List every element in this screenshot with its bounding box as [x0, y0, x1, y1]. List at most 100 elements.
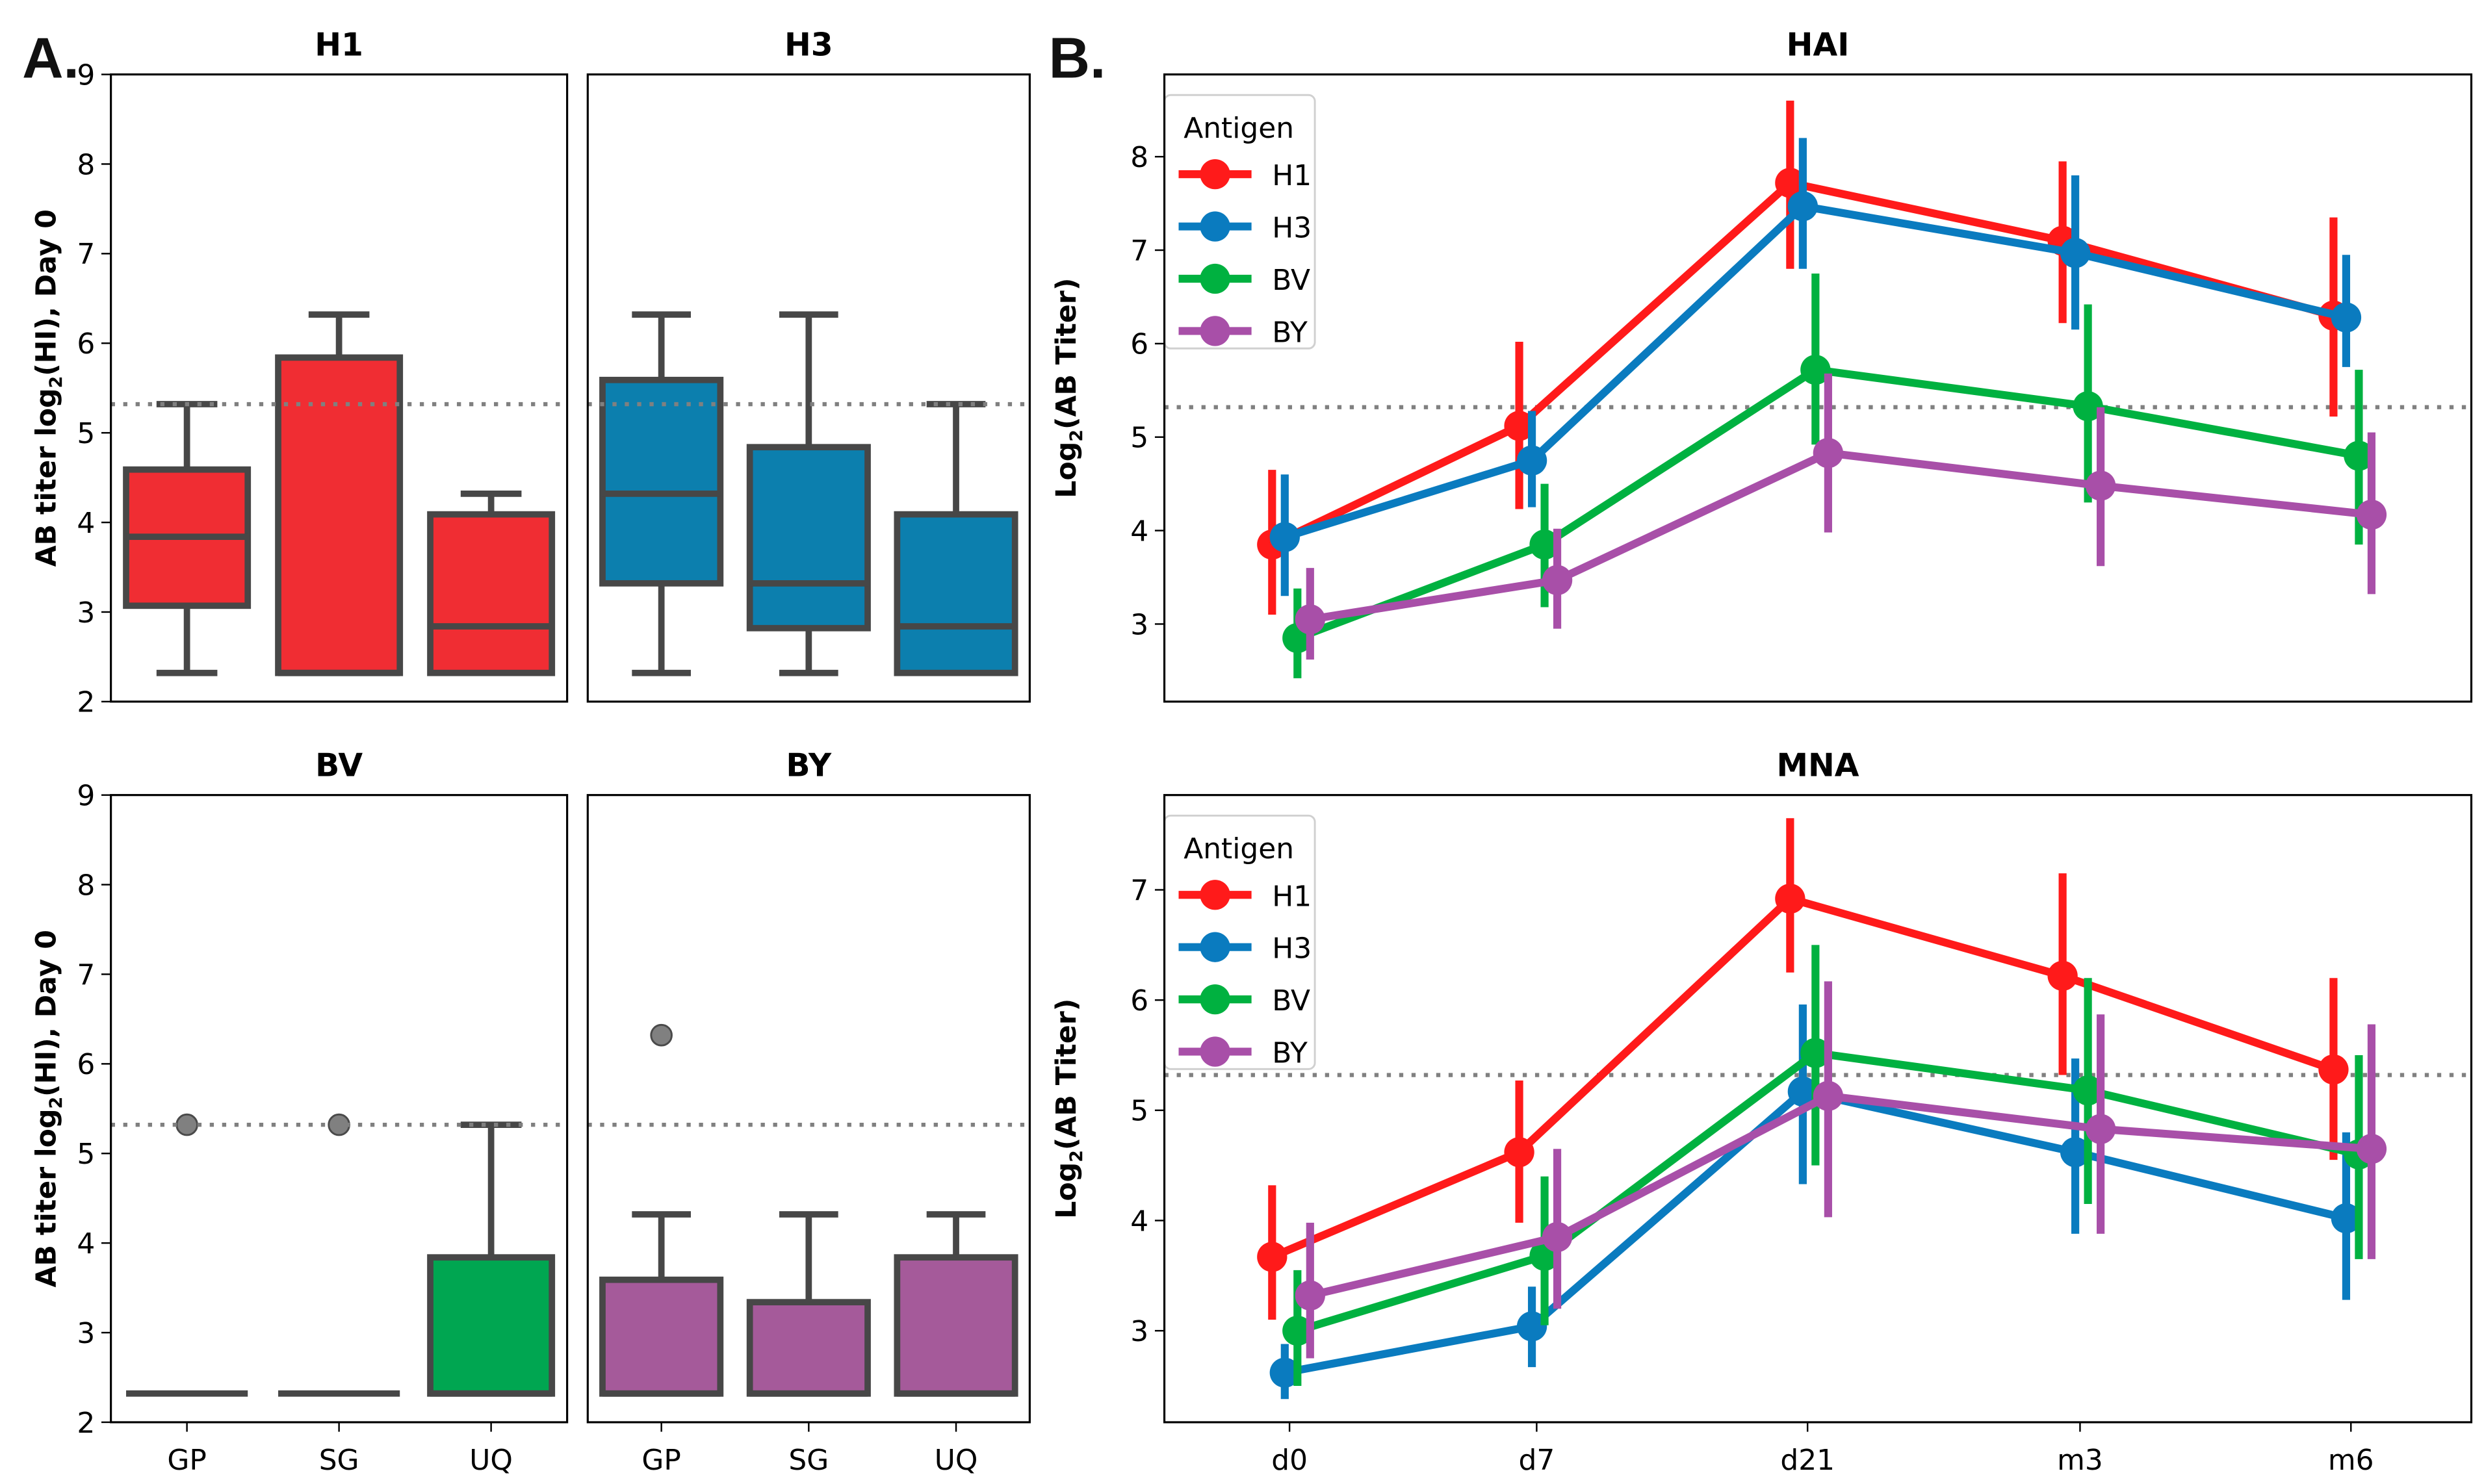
legend-label: BV: [1272, 984, 1310, 1017]
line-MNA-chart: MNA 3 4 5 6 7 Log2(AB Titer) d0 d7 d21 m3 m6 Antigen…: [1050, 747, 2473, 1477]
legend-item-BY: BY: [1178, 316, 1308, 350]
legend-item-H3: H3: [1178, 932, 1312, 966]
legend-item-BV: BV: [1178, 263, 1310, 297]
data-point: [2085, 470, 2116, 501]
data-point: [1516, 445, 1547, 476]
box-body: [746, 1299, 871, 1397]
legend-item-H1: H1: [1178, 880, 1312, 913]
y-tick-label: 4: [1130, 515, 1148, 548]
y-tick-label: 3: [1130, 608, 1148, 641]
box-GP: [599, 1023, 724, 1397]
y-tick-label: 4: [77, 1227, 95, 1260]
box-body: [427, 1254, 556, 1397]
box-UQ: [427, 1121, 556, 1397]
chart-title: H1: [315, 27, 363, 63]
y-tick-label: 8: [77, 148, 95, 181]
data-point: [2060, 1137, 2091, 1168]
box-body: [894, 1254, 1018, 1397]
y-tick-label: 9: [77, 780, 95, 813]
legend-marker-icon: [1200, 263, 1230, 294]
box-GP: [123, 401, 252, 676]
box-SG: [746, 1211, 871, 1397]
y-tick-label: 3: [77, 596, 95, 630]
y-tick-label: 2: [77, 1407, 95, 1440]
y-tick-label: 4: [1130, 1205, 1148, 1238]
legend-marker-icon: [1200, 880, 1230, 910]
data-point: [1787, 191, 1818, 222]
data-point: [1295, 604, 1325, 635]
data-point: [2047, 960, 2078, 991]
legend-label: H3: [1272, 212, 1312, 245]
data-point: [1269, 1357, 1300, 1388]
y-tick-label: 6: [77, 1048, 95, 1081]
series-H1: [1257, 818, 2349, 1320]
legend-item-H3: H3: [1178, 211, 1312, 245]
x-tick-label: m6: [2328, 1444, 2374, 1477]
data-point: [1504, 411, 1534, 441]
box-body: [427, 511, 556, 676]
box-body: [894, 511, 1018, 676]
box-UQ: [894, 1211, 1018, 1397]
data-point: [2331, 302, 2362, 333]
box-H3-chart: H3: [586, 27, 1031, 703]
y-tick-label: 3: [77, 1317, 95, 1350]
y-tick-label: 7: [77, 958, 95, 991]
series-BY: [1295, 981, 2387, 1359]
legend-marker-icon: [1200, 932, 1230, 962]
data-point: [2318, 1054, 2349, 1085]
legend-label: BY: [1272, 316, 1308, 350]
x-tick-label: d21: [1780, 1444, 1835, 1477]
box-BV-chart: BV 2 3 4 5 6 7 8 9 AB titer log2(HI), Day 0 GP SG UQ: [30, 747, 569, 1477]
chart-title: HAI: [1787, 27, 1850, 63]
data-point: [1542, 1222, 1573, 1253]
data-point: [1787, 1076, 1818, 1107]
x-tick-label: UQ: [469, 1444, 513, 1477]
data-point: [2073, 391, 2103, 422]
panel-b-label: B.: [1049, 26, 1106, 90]
series-BY: [1295, 373, 2387, 660]
data-point: [2331, 1203, 2362, 1234]
line-HAI-chart: HAI 3 4 5 6 7 8 Log2(AB Titer) Antigen H1 H3 BV BY: [1050, 27, 2473, 703]
y-axis-label: AB titer log2(HI), Day 0: [30, 209, 66, 567]
legend-item-BY: BY: [1178, 1036, 1308, 1070]
chart-title: H3: [784, 27, 833, 63]
box-body: [599, 1276, 724, 1397]
y-tick-label: 5: [1130, 422, 1148, 455]
plot-frame: [110, 794, 569, 1424]
y-tick-label: 2: [77, 686, 95, 719]
legend-title: Antigen: [1184, 832, 1294, 865]
y-axis-label: Log2(AB Titer): [1050, 999, 1087, 1219]
box-body: [599, 376, 724, 587]
y-axis-label: Log2(AB Titer): [1050, 278, 1087, 498]
x-tick-label: d0: [1271, 1444, 1308, 1477]
data-point: [1813, 438, 1844, 468]
plot-frame: [1163, 794, 2473, 1424]
chart-title: BY: [786, 747, 831, 784]
y-tick-label: 8: [1130, 141, 1148, 174]
series-line: [1309, 1092, 2372, 1299]
x-tick-label: SG: [788, 1444, 829, 1477]
legend-label: H1: [1272, 880, 1312, 913]
chart-title: MNA: [1777, 747, 1859, 784]
box-SG: [275, 311, 404, 676]
data-point: [1542, 565, 1573, 595]
legend-title: Antigen: [1184, 112, 1294, 145]
y-tick-label: 7: [1130, 235, 1148, 268]
legend-marker-icon: [1200, 211, 1230, 242]
x-tick-label: d7: [1519, 1444, 1555, 1477]
box-body: [275, 354, 404, 676]
plot-frame: [110, 73, 569, 703]
legend-label: BV: [1272, 264, 1310, 297]
y-tick-label: 7: [1130, 874, 1148, 907]
plot-frame: [1163, 73, 2473, 703]
y-tick-label: 9: [77, 58, 95, 92]
box-UQ: [427, 491, 556, 676]
panel-a-label: A.: [22, 26, 79, 90]
data-point: [1775, 883, 1805, 914]
data-point: [2356, 499, 2387, 530]
legend-label: H1: [1272, 159, 1312, 192]
y-tick-label: 7: [77, 238, 95, 271]
y-tick-label: 3: [1130, 1315, 1148, 1348]
data-point: [2060, 238, 2091, 268]
